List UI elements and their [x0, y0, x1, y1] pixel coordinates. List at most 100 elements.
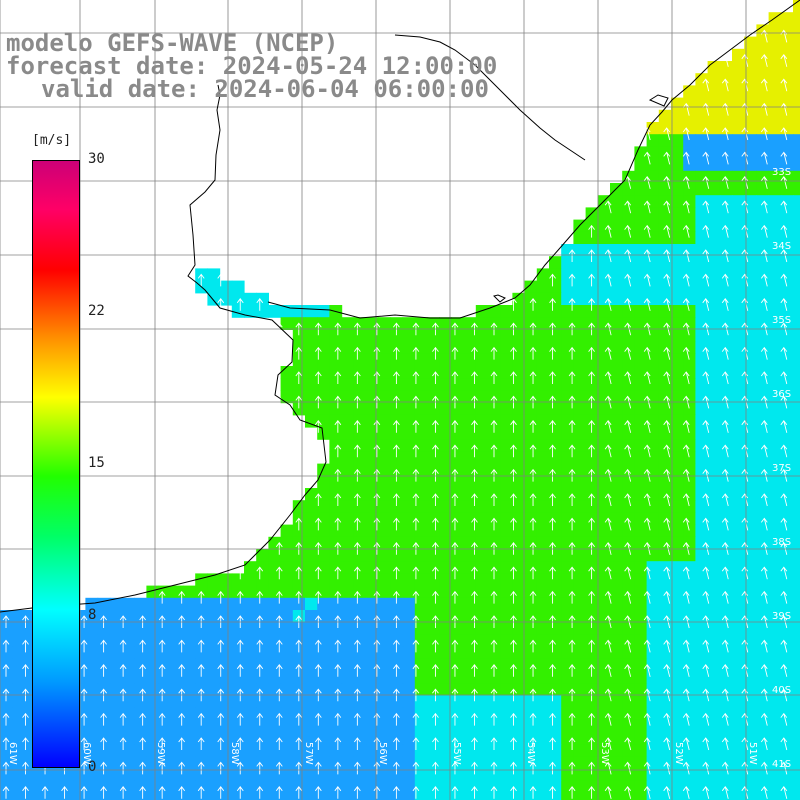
wind-speed-cell: [134, 719, 147, 733]
wind-speed-cell: [622, 207, 635, 221]
wind-speed-cell: [622, 768, 635, 782]
wind-speed-cell: [256, 597, 269, 611]
wind-speed-cell: [439, 378, 452, 391]
wind-speed-cell: [280, 317, 294, 330]
wind-speed-cell: [634, 780, 648, 794]
wind-speed-cell: [780, 231, 794, 245]
wind-speed-cell: [658, 585, 672, 599]
wind-speed-cell: [353, 317, 367, 330]
wind-arrow: [295, 761, 303, 775]
wind-speed-cell: [244, 671, 257, 684]
wind-speed-cell: [707, 500, 721, 513]
wind-speed-cell: [573, 378, 587, 391]
wind-speed-cell: [451, 329, 465, 343]
wind-speed-cell: [317, 707, 330, 721]
wind-arrow: [334, 761, 342, 775]
wind-arrow: [471, 420, 478, 433]
wind-speed-cell: [634, 524, 648, 538]
wind-speed-cell: [414, 634, 428, 648]
wind-speed-cell: [634, 658, 648, 672]
wind-arrow: [549, 761, 556, 775]
wind-speed-cell: [658, 756, 672, 770]
wind-speed-cell: [707, 732, 721, 745]
wind-speed-cell: [402, 500, 416, 513]
wind-speed-cell: [524, 780, 538, 794]
wind-speed-cell: [793, 378, 800, 391]
wind-speed-cell: [536, 695, 550, 709]
wind-speed-cell: [549, 366, 562, 379]
wind-arrow: [643, 590, 651, 604]
wind-speed-cell: [256, 585, 269, 599]
wind-speed-cell: [756, 500, 770, 513]
wind-speed-cell: [414, 463, 428, 477]
latitude-label: 33S: [772, 167, 792, 178]
wind-speed-cell: [378, 646, 391, 660]
wind-speed-cell: [61, 793, 74, 800]
wind-speed-cell: [378, 707, 391, 721]
wind-arrow: [721, 639, 729, 653]
wind-speed-cell: [780, 48, 794, 62]
wind-speed-cell: [707, 109, 721, 123]
wind-speed-cell: [780, 317, 794, 330]
wind-speed-cell: [671, 195, 684, 208]
wind-speed-cell: [366, 597, 379, 611]
wind-speed-cell: [512, 549, 526, 562]
wind-speed-cell: [475, 536, 489, 550]
wind-arrow: [663, 639, 671, 653]
wind-arrow: [471, 566, 478, 580]
wind-arrow: [373, 590, 381, 604]
wind-arrow: [624, 249, 632, 263]
wind-speed-cell: [671, 793, 684, 800]
wind-speed-cell: [378, 500, 391, 513]
wind-speed-cell: [146, 597, 160, 611]
wind-speed-cell: [732, 634, 745, 648]
wind-speed-cell: [707, 439, 721, 452]
wind-speed-cell: [634, 634, 648, 648]
wind-arrow: [663, 249, 671, 263]
wind-speed-cell: [280, 756, 294, 770]
wind-speed-cell: [402, 585, 416, 599]
wind-speed-cell: [622, 622, 635, 635]
wind-arrow: [22, 786, 29, 799]
wind-arrow: [643, 200, 651, 214]
wind-speed-cell: [134, 756, 147, 770]
wind-speed-cell: [109, 793, 123, 800]
wind-speed-cell: [671, 280, 684, 294]
wind-speed-cell: [597, 195, 611, 208]
wind-speed-cell: [451, 561, 465, 574]
wind-speed-cell: [732, 658, 745, 672]
wind-arrow: [2, 664, 10, 677]
wind-speed-cell: [353, 756, 367, 770]
wind-arrow: [604, 737, 612, 751]
wind-speed-cell: [475, 573, 489, 587]
wind-speed-cell: [573, 317, 587, 330]
wind-arrow: [529, 590, 537, 604]
wind-speed-cell: [317, 317, 330, 330]
wind-speed-cell: [683, 268, 696, 282]
wind-speed-cell: [536, 475, 550, 489]
wind-speed-cell: [341, 597, 355, 611]
wind-speed-cell: [524, 402, 538, 416]
wind-speed-cell: [732, 549, 745, 562]
wind-speed-cell: [329, 719, 343, 733]
wind-arrow: [373, 566, 381, 580]
wind-speed-cell: [768, 524, 782, 538]
wind-speed-cell: [768, 170, 782, 184]
wind-speed-cell: [756, 146, 770, 160]
wind-speed-cell: [488, 329, 501, 343]
wind-arrow: [295, 371, 303, 384]
wind-arrow: [393, 639, 400, 653]
wind-speed-cell: [732, 463, 745, 477]
wind-speed-cell: [85, 646, 99, 660]
wind-speed-cell: [134, 793, 147, 800]
wind-speed-cell: [219, 756, 233, 770]
wind-arrow: [568, 737, 576, 750]
wind-speed-cell: [622, 500, 635, 513]
wind-speed-cell: [85, 658, 99, 672]
wind-speed-cell: [536, 585, 550, 599]
wind-speed-cell: [780, 744, 794, 757]
wind-arrow: [663, 493, 671, 507]
wind-arrow: [702, 590, 710, 604]
wind-speed-cell: [427, 475, 440, 489]
wind-speed-cell: [97, 671, 111, 684]
